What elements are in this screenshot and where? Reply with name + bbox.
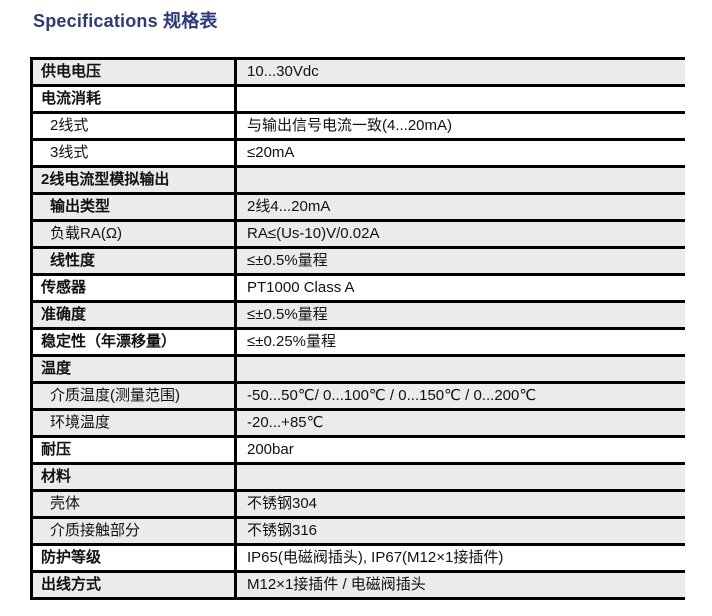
table-row: 耐压 200bar (33, 438, 685, 465)
table-row: 2线电流型模拟输出 (33, 168, 685, 195)
table-row: 稳定性（年漂移量） ≤±0.25%量程 (33, 330, 685, 357)
spec-value (237, 87, 685, 111)
table-row: 介质接触部分 不锈钢316 (33, 519, 685, 546)
spec-label: 出线方式 (33, 573, 237, 597)
spec-label: 准确度 (33, 303, 237, 327)
spec-value: M12×1接插件 / 电磁阀插头 (247, 576, 426, 593)
spec-label: 稳定性（年漂移量） (33, 330, 237, 354)
page-title: Specifications 规格表 (33, 11, 218, 31)
spec-value: ≤±0.25%量程 (247, 333, 336, 350)
spec-label: 2线电流型模拟输出 (33, 168, 237, 192)
spec-label: 线性度 (33, 249, 237, 273)
spec-value: ≤20mA (247, 144, 295, 161)
spec-label: 材料 (33, 465, 237, 489)
spec-value: 200bar (247, 441, 294, 458)
spec-table: 供电电压 10...30Vdc 电流消耗 2线式 与输出信号电流一致(4...20mA)… (30, 57, 685, 600)
spec-value: 10...30Vdc (247, 63, 319, 80)
spec-value: RA≤(Us-10)V/0.02A (247, 225, 380, 242)
spec-label: 电流消耗 (33, 87, 237, 111)
spec-value (237, 357, 685, 381)
table-row: 壳体 不锈钢304 (33, 492, 685, 519)
spec-label: 供电电压 (33, 60, 237, 84)
table-row: 2线式 与输出信号电流一致(4...20mA) (33, 114, 685, 141)
table-row: 传感器 PT1000 Class A (33, 276, 685, 303)
spec-label: 介质接触部分 (33, 519, 237, 543)
spec-label: 3线式 (33, 141, 237, 165)
table-row: 温度 (33, 357, 685, 384)
table-row: 准确度 ≤±0.5%量程 (33, 303, 685, 330)
table-row: 3线式 ≤20mA (33, 141, 685, 168)
spec-label: 输出类型 (33, 195, 237, 219)
table-row: 负载RA(Ω) RA≤(Us-10)V/0.02A (33, 222, 685, 249)
spec-value: 2线4...20mA (247, 198, 331, 215)
spec-label: 防护等级 (33, 546, 237, 570)
table-row: 介质温度(测量范围) -50...50℃/ 0...100℃ / 0...150℃… (33, 384, 685, 411)
table-row: 出线方式 M12×1接插件 / 电磁阀插头 (33, 573, 685, 600)
spec-label: 耐压 (33, 438, 237, 462)
table-row: 电流消耗 (33, 87, 685, 114)
spec-label: 环境温度 (33, 411, 237, 435)
table-row: 材料 (33, 465, 685, 492)
table-row: 线性度 ≤±0.5%量程 (33, 249, 685, 276)
spec-value: 不锈钢304 (247, 495, 318, 512)
spec-label: 2线式 (33, 114, 237, 138)
table-row: 环境温度 -20...+85℃ (33, 411, 685, 438)
spec-value: ≤±0.5%量程 (247, 252, 328, 269)
table-row: 供电电压 10...30Vdc (33, 60, 685, 87)
spec-label: 传感器 (33, 276, 237, 300)
spec-value: -20...+85℃ (247, 414, 324, 431)
spec-value: IP65(电磁阀插头), IP67(M12×1接插件) (247, 549, 504, 566)
spec-value (237, 168, 685, 192)
table-row: 防护等级 IP65(电磁阀插头), IP67(M12×1接插件) (33, 546, 685, 573)
spec-value: 不锈钢316 (247, 522, 318, 539)
spec-value: 与输出信号电流一致(4...20mA) (247, 117, 453, 134)
spec-label: 介质温度(测量范围) (33, 384, 237, 408)
spec-value (237, 465, 685, 489)
table-row: 输出类型 2线4...20mA (33, 195, 685, 222)
spec-label: 负载RA(Ω) (33, 222, 237, 246)
spec-label: 壳体 (33, 492, 237, 516)
spec-value: PT1000 Class A (247, 279, 355, 296)
spec-value: -50...50℃/ 0...100℃ / 0...150℃ / 0...200… (247, 387, 537, 404)
spec-label: 温度 (33, 357, 237, 381)
spec-value: ≤±0.5%量程 (247, 306, 328, 323)
